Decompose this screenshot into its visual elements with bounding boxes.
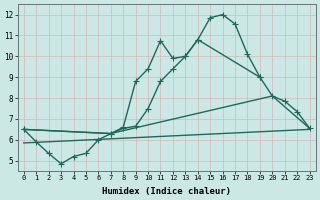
X-axis label: Humidex (Indice chaleur): Humidex (Indice chaleur) (102, 187, 231, 196)
